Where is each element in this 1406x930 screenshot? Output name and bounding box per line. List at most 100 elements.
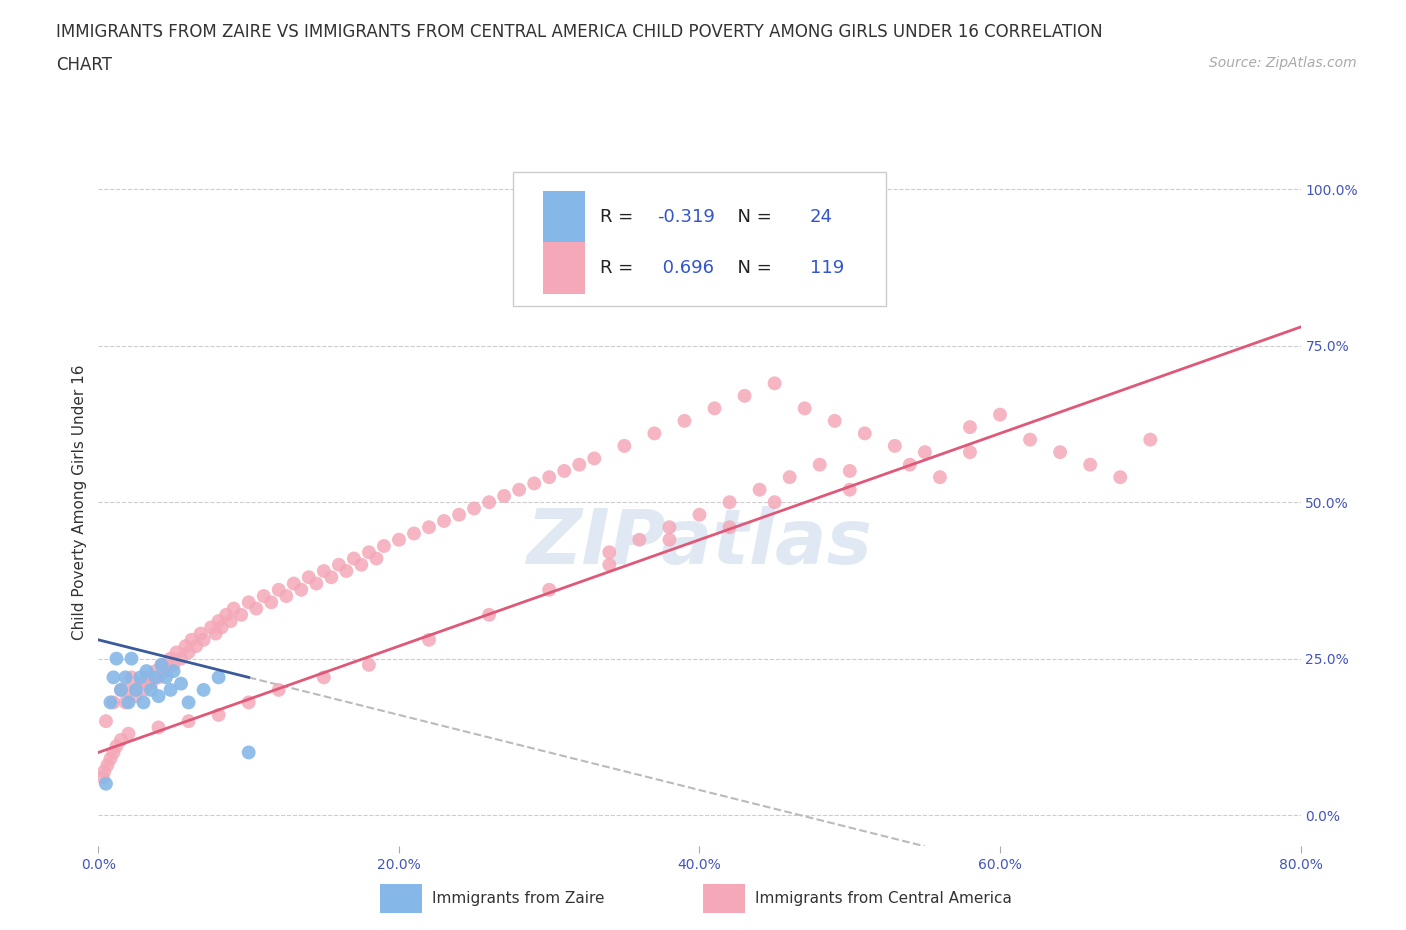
Point xyxy=(219,614,242,629)
Point xyxy=(117,683,139,698)
Point xyxy=(177,713,200,728)
Point xyxy=(883,438,905,453)
Point xyxy=(283,576,305,591)
Point xyxy=(763,376,786,391)
Point xyxy=(193,683,215,698)
Point xyxy=(211,620,233,635)
Point xyxy=(793,401,815,416)
Point xyxy=(583,451,606,466)
Point xyxy=(238,745,260,760)
Point xyxy=(312,670,335,684)
Point xyxy=(763,495,786,510)
Point xyxy=(150,658,173,672)
Point xyxy=(613,438,636,453)
Point xyxy=(170,651,193,666)
Text: R =: R = xyxy=(600,259,638,277)
Point xyxy=(208,614,231,629)
Point xyxy=(139,683,162,698)
Point xyxy=(155,670,177,684)
Text: 0.696: 0.696 xyxy=(658,259,714,277)
Point xyxy=(110,683,132,698)
Text: N =: N = xyxy=(725,259,778,277)
Point xyxy=(114,670,136,684)
Point xyxy=(335,564,357,578)
Point xyxy=(463,501,485,516)
Point xyxy=(328,557,350,572)
Point xyxy=(290,582,312,597)
Point xyxy=(103,695,125,710)
Point xyxy=(321,570,343,585)
Point xyxy=(121,670,143,684)
Point xyxy=(824,414,846,429)
Point xyxy=(838,463,860,478)
Point xyxy=(508,483,530,498)
Point xyxy=(100,751,122,766)
Point xyxy=(162,664,184,679)
Point xyxy=(135,664,157,679)
Text: N =: N = xyxy=(725,207,778,226)
Point xyxy=(125,683,148,698)
Bar xyxy=(543,191,585,243)
Point xyxy=(231,607,253,622)
Point xyxy=(184,639,207,654)
Point xyxy=(658,520,681,535)
Point xyxy=(538,470,561,485)
Point xyxy=(1109,470,1132,485)
Point xyxy=(96,758,118,773)
Bar xyxy=(543,243,585,294)
Text: IMMIGRANTS FROM ZAIRE VS IMMIGRANTS FROM CENTRAL AMERICA CHILD POVERTY AMONG GIR: IMMIGRANTS FROM ZAIRE VS IMMIGRANTS FROM… xyxy=(56,23,1102,41)
Point xyxy=(267,683,290,698)
Y-axis label: Child Poverty Among Girls Under 16: Child Poverty Among Girls Under 16 xyxy=(72,365,87,640)
Point xyxy=(718,520,741,535)
Point xyxy=(148,670,170,684)
Point xyxy=(929,470,952,485)
Point xyxy=(553,463,575,478)
Point xyxy=(373,538,395,553)
Point xyxy=(312,564,335,578)
Point xyxy=(703,401,725,416)
Point xyxy=(135,670,157,684)
Point xyxy=(568,458,591,472)
Point xyxy=(105,651,128,666)
Point xyxy=(418,520,440,535)
Point xyxy=(215,607,238,622)
Point xyxy=(132,695,155,710)
Text: Immigrants from Zaire: Immigrants from Zaire xyxy=(432,891,605,906)
Point xyxy=(718,495,741,510)
Point xyxy=(959,419,981,434)
Point xyxy=(110,733,132,748)
Text: R =: R = xyxy=(600,207,638,226)
Point xyxy=(129,676,152,691)
Point xyxy=(418,632,440,647)
Point xyxy=(139,676,162,691)
Point xyxy=(494,488,516,503)
Point xyxy=(170,676,193,691)
Point xyxy=(245,601,267,616)
Point xyxy=(91,770,114,785)
Point xyxy=(204,626,226,641)
Point xyxy=(162,658,184,672)
Point xyxy=(366,551,388,566)
Point xyxy=(180,632,202,647)
Point xyxy=(673,414,696,429)
Point xyxy=(808,458,831,472)
Point xyxy=(159,683,181,698)
Point xyxy=(193,632,215,647)
Point xyxy=(208,708,231,723)
Point xyxy=(598,557,620,572)
Point xyxy=(402,526,425,541)
Point xyxy=(689,507,711,522)
Point xyxy=(748,483,770,498)
Point xyxy=(200,620,222,635)
Point xyxy=(357,658,380,672)
Point xyxy=(208,670,231,684)
Point xyxy=(150,658,173,672)
Point xyxy=(628,532,651,547)
Point xyxy=(148,720,170,735)
Text: 24: 24 xyxy=(810,207,834,226)
Point xyxy=(838,483,860,498)
Point xyxy=(779,470,801,485)
Point xyxy=(598,545,620,560)
Point xyxy=(177,695,200,710)
Point xyxy=(114,695,136,710)
